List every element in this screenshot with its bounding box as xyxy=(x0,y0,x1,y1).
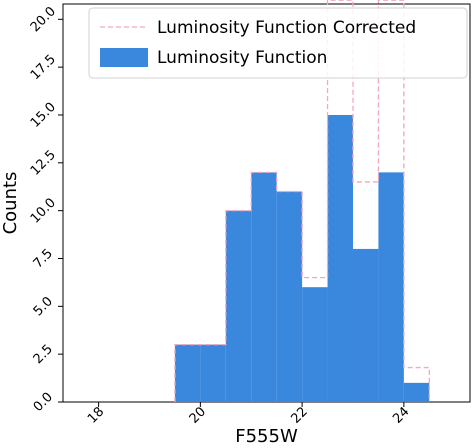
bars xyxy=(174,114,430,402)
histogram-bar xyxy=(403,382,430,402)
histogram-bar xyxy=(302,287,328,402)
y-tick-label: 17.5 xyxy=(28,52,59,83)
y-tick-label: 2.5 xyxy=(31,342,56,367)
y-tick-label: 5.0 xyxy=(31,294,56,319)
x-tick-label: 24 xyxy=(390,404,412,426)
y-tick-label: 15.0 xyxy=(28,100,59,131)
histogram-bar xyxy=(200,344,226,402)
x-axis-label: F555W xyxy=(235,426,298,447)
histogram-bar xyxy=(378,172,404,402)
legend-label-luminosity-function: Luminosity Function xyxy=(157,48,327,68)
y-tick-label: 12.5 xyxy=(28,148,59,179)
x-tick-label: 22 xyxy=(288,404,310,426)
y-axis-ticks: 0.0 2.5 5.0 7.5 10.0 12.5 15.0 17.5 20.0 xyxy=(28,4,63,415)
legend-label-corrected: Luminosity Function Corrected xyxy=(157,18,416,38)
legend-box xyxy=(88,7,468,79)
x-tick-label: 18 xyxy=(85,404,107,426)
plot-area xyxy=(62,0,471,403)
histogram-bar xyxy=(225,210,252,402)
legend-swatch-luminosity-function xyxy=(100,48,148,67)
y-tick-label: 0.0 xyxy=(31,390,56,415)
histogram-bar xyxy=(174,344,201,402)
corrected-step-line xyxy=(174,0,430,402)
legend: Luminosity Function Corrected Luminosity… xyxy=(88,7,468,79)
y-tick-label: 20.0 xyxy=(28,4,59,35)
x-tick-label: 20 xyxy=(187,404,209,426)
histogram-bar xyxy=(352,248,379,402)
y-tick-label: 10.0 xyxy=(28,195,59,226)
y-axis-label: Counts xyxy=(0,172,21,235)
histogram-bar xyxy=(327,114,353,402)
histogram-bar xyxy=(251,172,277,402)
x-axis-ticks: 18 20 22 24 xyxy=(85,402,413,427)
histogram-bar xyxy=(276,191,303,402)
y-tick-label: 7.5 xyxy=(31,246,56,271)
